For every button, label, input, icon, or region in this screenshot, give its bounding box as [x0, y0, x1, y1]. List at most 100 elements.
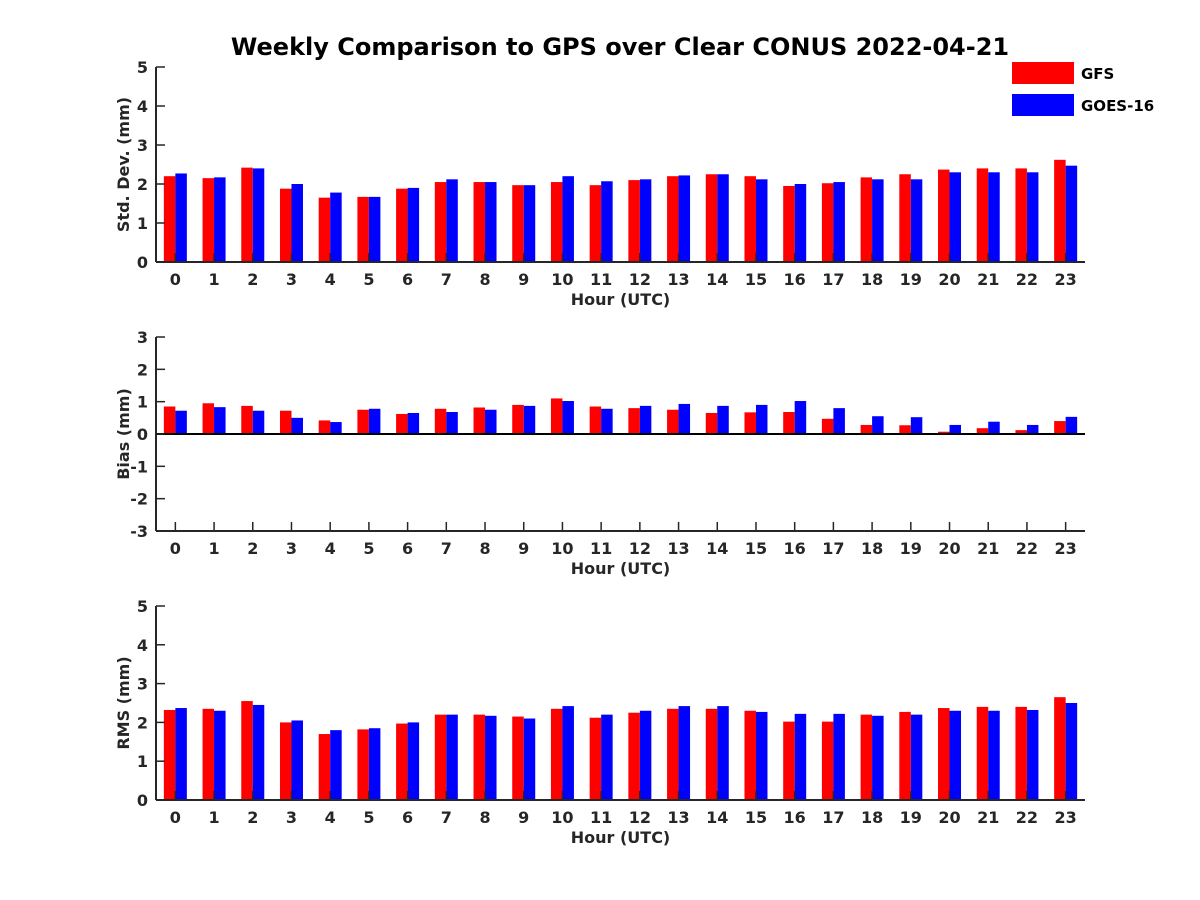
bar-rms-goes16-1	[214, 710, 226, 800]
bar-rms-goes16-8	[485, 715, 497, 800]
x-tick-label-stddev-17: 17	[822, 270, 844, 289]
x-tick-label-rms-23: 23	[1055, 808, 1077, 827]
x-tick-label-bias-16: 16	[784, 539, 806, 558]
bar-stddev-goes16-10	[562, 176, 574, 262]
bar-bias-goes16-16	[794, 401, 807, 434]
x-tick-label-rms-15: 15	[745, 808, 767, 827]
bar-rms-gfs-22	[1015, 706, 1027, 800]
x-tick-label-bias-0: 0	[170, 539, 181, 558]
bar-bias-gfs-21	[976, 428, 989, 434]
bar-stddev-goes16-1	[214, 177, 226, 262]
y-tick-label-rms-5: 5	[137, 597, 148, 616]
bar-bias-gfs-2	[241, 405, 253, 434]
bar-bias-goes16-4	[330, 422, 342, 434]
x-tick-label-stddev-5: 5	[363, 270, 374, 289]
bar-bias-goes16-3	[291, 417, 303, 434]
bar-stddev-gfs-14	[705, 174, 718, 262]
x-tick-label-bias-8: 8	[479, 539, 490, 558]
x-tick-label-bias-15: 15	[745, 539, 767, 558]
bar-bias-goes16-15	[755, 404, 768, 434]
bar-rms-gfs-7	[434, 714, 447, 800]
legend-label-goes16: GOES-16	[1081, 97, 1154, 115]
bar-rms-gfs-0	[163, 709, 176, 800]
bar-stddev-gfs-15	[744, 176, 756, 262]
y-tick-label-bias-0: -3	[130, 522, 148, 541]
x-tick-label-stddev-16: 16	[784, 270, 806, 289]
x-tick-label-stddev-1: 1	[208, 270, 219, 289]
bar-stddev-goes16-3	[291, 184, 303, 262]
x-tick-label-rms-8: 8	[479, 808, 490, 827]
bar-rms-gfs-23	[1054, 697, 1066, 800]
x-tick-label-rms-17: 17	[822, 808, 844, 827]
x-tick-label-stddev-13: 13	[667, 270, 689, 289]
bar-rms-goes16-23	[1065, 703, 1078, 800]
bar-stddev-goes16-18	[872, 179, 884, 262]
x-tick-label-stddev-7: 7	[441, 270, 452, 289]
y-tick-label-stddev-0: 0	[137, 253, 148, 272]
x-tick-label-rms-2: 2	[247, 808, 258, 827]
bar-bias-gfs-23	[1054, 421, 1066, 434]
x-tick-label-bias-10: 10	[551, 539, 573, 558]
bar-bias-goes16-17	[833, 408, 845, 434]
bar-stddev-gfs-2	[241, 167, 253, 262]
bar-stddev-goes16-5	[368, 196, 381, 262]
bar-stddev-gfs-11	[589, 185, 602, 262]
x-tick-label-stddev-22: 22	[1016, 270, 1038, 289]
bar-rms-gfs-13	[667, 708, 679, 800]
bar-stddev-gfs-20	[938, 169, 950, 262]
bar-bias-gfs-18	[860, 424, 873, 434]
bar-bias-goes16-22	[1026, 424, 1039, 434]
bar-rms-goes16-5	[368, 728, 381, 800]
x-tick-label-rms-13: 13	[667, 808, 689, 827]
bar-bias-goes16-23	[1065, 416, 1078, 434]
y-tick-label-bias-4: 1	[137, 393, 148, 412]
bar-rms-goes16-0	[175, 708, 187, 800]
bar-rms-gfs-15	[744, 710, 756, 800]
bar-stddev-goes16-11	[601, 181, 613, 262]
x-tick-label-stddev-8: 8	[479, 270, 490, 289]
x-tick-label-bias-1: 1	[208, 539, 219, 558]
bar-rms-goes16-4	[330, 730, 342, 800]
x-tick-label-stddev-6: 6	[402, 270, 413, 289]
bar-bias-goes16-13	[678, 403, 691, 434]
x-tick-label-stddev-21: 21	[977, 270, 999, 289]
bar-bias-gfs-16	[783, 412, 795, 434]
bar-stddev-goes16-9	[523, 185, 536, 262]
x-tick-label-rms-10: 10	[551, 808, 573, 827]
bar-rms-goes16-11	[601, 714, 613, 800]
bar-bias-goes16-6	[407, 412, 420, 434]
bar-bias-gfs-8	[473, 407, 486, 434]
x-tick-label-rms-22: 22	[1016, 808, 1038, 827]
bar-rms-gfs-6	[396, 723, 408, 800]
bar-rms-goes16-19	[910, 714, 923, 800]
x-tick-label-stddev-15: 15	[745, 270, 767, 289]
y-axis-label-bias: Bias (mm)	[114, 388, 133, 480]
bar-bias-gfs-17	[821, 418, 834, 434]
bar-stddev-goes16-2	[252, 168, 265, 262]
bar-stddev-goes16-23	[1065, 165, 1078, 262]
x-tick-label-rms-1: 1	[208, 808, 219, 827]
x-tick-label-rms-0: 0	[170, 808, 181, 827]
bar-rms-goes16-16	[794, 713, 807, 800]
bar-stddev-goes16-7	[446, 179, 458, 262]
x-tick-label-bias-12: 12	[629, 539, 651, 558]
x-tick-label-stddev-11: 11	[590, 270, 612, 289]
bar-stddev-gfs-9	[512, 185, 524, 262]
bar-rms-gfs-16	[783, 721, 795, 800]
x-tick-label-bias-4: 4	[325, 539, 336, 558]
y-tick-label-bias-5: 2	[137, 360, 148, 379]
y-tick-label-stddev-5: 5	[137, 58, 148, 77]
x-tick-label-rms-20: 20	[938, 808, 960, 827]
bar-stddev-gfs-6	[396, 188, 408, 262]
bar-bias-gfs-1	[202, 403, 215, 434]
bar-rms-goes16-18	[872, 715, 884, 800]
y-tick-label-rms-0: 0	[137, 791, 148, 810]
x-tick-label-bias-11: 11	[590, 539, 612, 558]
x-tick-label-stddev-10: 10	[551, 270, 573, 289]
bar-stddev-gfs-8	[473, 182, 486, 262]
bar-rms-goes16-2	[252, 704, 265, 800]
x-tick-label-stddev-3: 3	[286, 270, 297, 289]
bar-stddev-goes16-8	[485, 182, 497, 262]
bar-stddev-goes16-21	[988, 172, 1000, 262]
